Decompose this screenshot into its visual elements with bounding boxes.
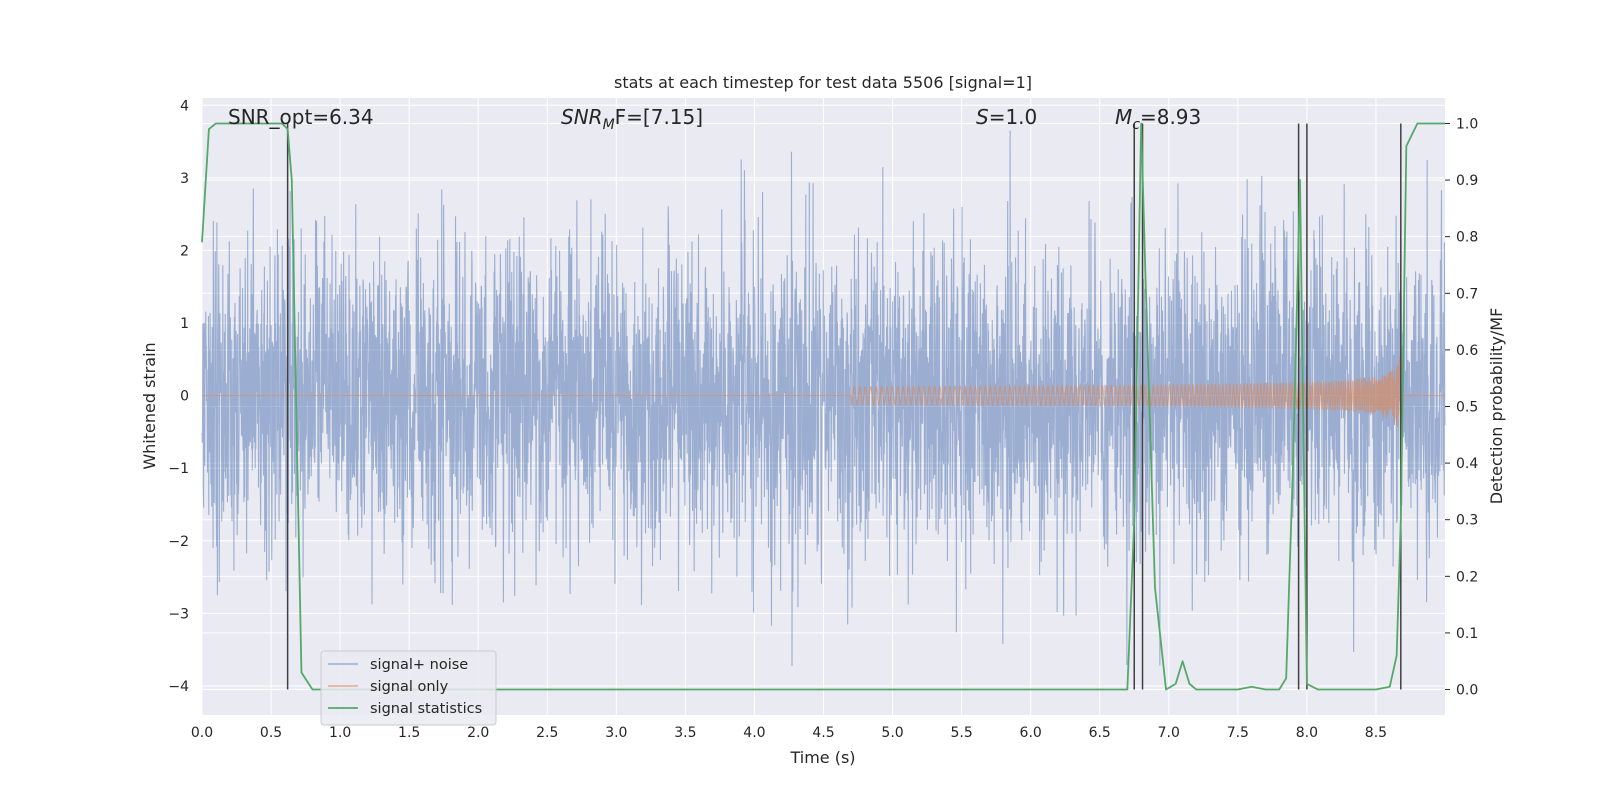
x-tick-label: 8.0 bbox=[1296, 725, 1318, 741]
y2-tick-label: 0.9 bbox=[1456, 173, 1478, 189]
noise-line bbox=[201, 130, 1446, 666]
x-tick-labels: 0.0 0.5 1.0 1.5 2.0 2.5 3.0 3.5 4.0 4.5 5.0 5.5 6.0 6… bbox=[191, 725, 1387, 741]
y2-tick-label: 0.6 bbox=[1456, 343, 1478, 359]
x-tick-label: 0.5 bbox=[260, 725, 282, 741]
series-signal-statistics bbox=[201, 122, 1445, 691]
x-tick-label: 3.5 bbox=[674, 725, 696, 741]
x-tick-label: 6.5 bbox=[1089, 725, 1111, 741]
legend-label-signal-noise: signal+ noise bbox=[370, 657, 468, 673]
y2-tick-label: 0.4 bbox=[1456, 456, 1478, 472]
y-tick-label: 3 bbox=[180, 171, 189, 187]
x-tick-label: 5.5 bbox=[950, 725, 972, 741]
y2-tick-label: 0.7 bbox=[1456, 286, 1478, 302]
x-tick-label: 4.0 bbox=[743, 725, 765, 741]
annotation-snr-mf-rest: F=[7.15] bbox=[615, 105, 703, 129]
signal-statistics-line bbox=[201, 122, 1445, 691]
annotation-snr-opt: SNR_opt=6.34 bbox=[228, 105, 374, 129]
legend-label-signal-statistics: signal statistics bbox=[370, 701, 482, 717]
legend-box bbox=[320, 650, 497, 726]
annotation-mc-rest: =8.93 bbox=[1140, 105, 1201, 129]
annotation-snr-mf-base: SNR bbox=[561, 105, 603, 129]
annotation-mc: Mc=8.93 bbox=[1115, 105, 1201, 133]
legend: signal+ noise signal only signal statist… bbox=[320, 650, 497, 726]
y-tick-label: 1 bbox=[180, 316, 189, 332]
y2-axis-label: Detection probability/MF bbox=[1487, 308, 1506, 505]
y2-tick-label: 0.3 bbox=[1456, 513, 1478, 529]
y-tick-label: −1 bbox=[168, 461, 189, 477]
y2-tick-label: 0.5 bbox=[1456, 400, 1478, 416]
series-signal-noise bbox=[201, 130, 1446, 666]
chart-title: stats at each timestep for test data 550… bbox=[614, 73, 1032, 92]
y-axis-label: Whitened strain bbox=[140, 342, 159, 469]
y2-tick-label: 0.8 bbox=[1456, 230, 1478, 246]
y2-tick-label: 0.1 bbox=[1456, 626, 1478, 642]
annotation-snr-mf: SNRMF=[7.15] bbox=[561, 105, 703, 133]
legend-label-signal-only: signal only bbox=[370, 679, 449, 695]
x-tick-label: 3.0 bbox=[605, 725, 627, 741]
x-tick-label: 7.0 bbox=[1158, 725, 1180, 741]
x-tick-label: 1.0 bbox=[329, 725, 351, 741]
annotation-mc-sub: c bbox=[1132, 117, 1140, 133]
x-tick-label: 4.5 bbox=[812, 725, 834, 741]
x-tick-label: 5.0 bbox=[881, 725, 903, 741]
x-tick-label: 7.5 bbox=[1227, 725, 1249, 741]
annotation-s-rest: =1.0 bbox=[989, 105, 1038, 129]
x-tick-label: 2.5 bbox=[536, 725, 558, 741]
y2-tick-label: 1.0 bbox=[1456, 116, 1478, 132]
y-tick-labels: −4 −3 −2 −1 0 1 2 3 4 bbox=[168, 98, 189, 695]
x-axis-label: Time (s) bbox=[789, 748, 855, 767]
y-tick-label: −4 bbox=[168, 679, 189, 695]
annotation-s-var: S bbox=[976, 105, 989, 129]
y2-tick-label: 0.0 bbox=[1456, 683, 1478, 699]
y2-tick-label: 0.2 bbox=[1456, 569, 1478, 585]
y-tick-label: 2 bbox=[180, 243, 189, 259]
y-tick-label: −3 bbox=[168, 606, 189, 622]
x-tick-label: 2.0 bbox=[467, 725, 489, 741]
annotation-snr-mf-sub: M bbox=[603, 117, 615, 133]
x-tick-label: 1.5 bbox=[398, 725, 420, 741]
y-tick-label: 0 bbox=[180, 389, 189, 405]
signal-only-line bbox=[202, 355, 1445, 428]
x-tick-label: 6.0 bbox=[1020, 725, 1042, 741]
x-tick-label: 8.5 bbox=[1365, 725, 1387, 741]
x-tick-label: 0.0 bbox=[191, 725, 213, 741]
series-signal-only bbox=[202, 355, 1445, 428]
annotation-mc-var: M bbox=[1115, 105, 1132, 129]
y-tick-label: −2 bbox=[168, 534, 189, 550]
y-tick-label: 4 bbox=[180, 98, 189, 114]
annotation-s: S=1.0 bbox=[976, 105, 1037, 129]
y2-tick-labels: 0.0 0.1 0.2 0.3 0.4 0.5 0.6 0.7 0.8 0.9 1.0 bbox=[1445, 116, 1478, 699]
